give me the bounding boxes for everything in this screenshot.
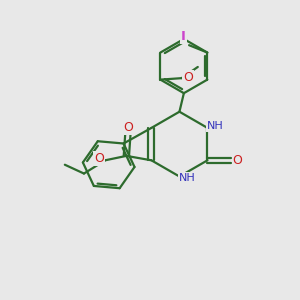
Text: NH: NH <box>207 122 224 131</box>
Text: O: O <box>123 121 133 134</box>
Text: O: O <box>232 154 242 167</box>
Text: O: O <box>183 71 193 84</box>
Text: O: O <box>94 152 104 165</box>
Text: NH: NH <box>179 173 196 183</box>
Text: I: I <box>181 30 186 44</box>
